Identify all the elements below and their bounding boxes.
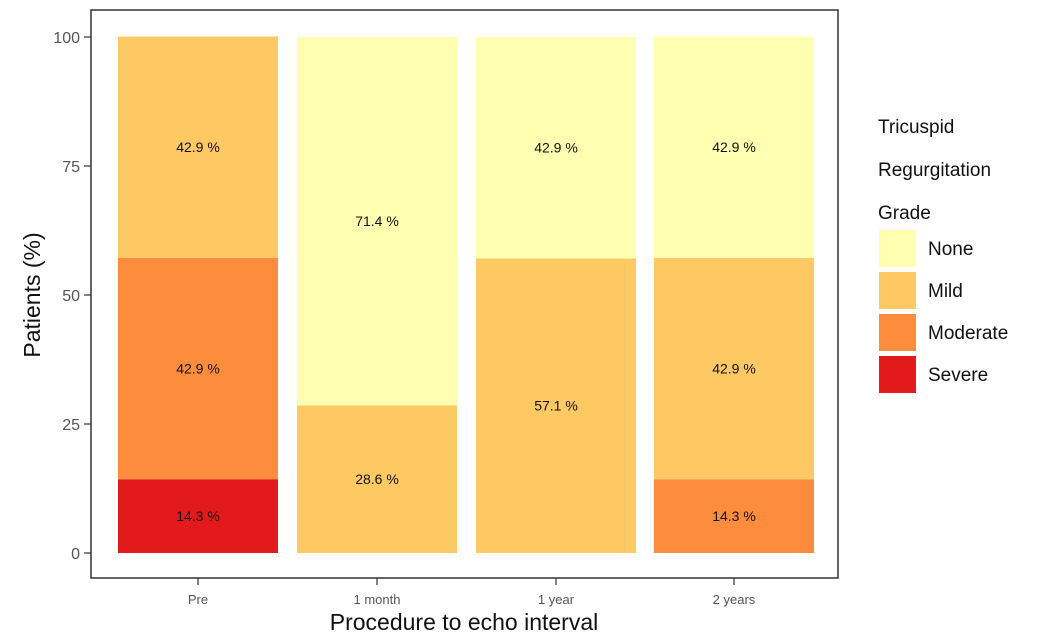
x-tick-label: 1 year (538, 592, 575, 607)
legend: Tricuspid Regurgitation Grade None Mild Moder… (878, 117, 1008, 393)
data-label: 14.3 % (712, 508, 756, 524)
data-label: 42.9 % (712, 361, 756, 377)
data-label: 71.4 % (355, 213, 399, 229)
x-tick-label: 2 years (713, 592, 756, 607)
data-label: 57.1 % (534, 398, 578, 414)
legend-title: Regurgitation (878, 160, 991, 181)
legend-label: None (928, 239, 973, 260)
legend-label: Mild (928, 281, 963, 302)
y-tick-label: 25 (62, 417, 80, 434)
y-axis-title: Patients (%) (19, 232, 45, 357)
data-label: 28.6 % (355, 471, 399, 487)
data-label: 14.3 % (176, 508, 220, 524)
legend-title: Tricuspid (878, 117, 954, 138)
x-tick-label: 1 month (354, 592, 401, 607)
data-label: 42.9 % (176, 139, 220, 155)
legend-swatch-none (879, 230, 916, 267)
data-label: 42.9 % (712, 139, 756, 155)
y-axis: 0 25 50 75 100 (53, 30, 91, 563)
legend-label: Moderate (928, 323, 1008, 344)
y-tick-label: 0 (71, 546, 80, 563)
x-axis-title: Procedure to echo interval (330, 609, 599, 633)
x-axis: Pre 1 month 1 year 2 years (188, 578, 756, 607)
y-tick-label: 100 (53, 30, 80, 47)
legend-swatch-severe (879, 356, 916, 393)
legend-label: Severe (928, 365, 988, 386)
data-label: 42.9 % (176, 361, 220, 377)
data-label: 42.9 % (534, 140, 578, 156)
y-tick-label: 75 (62, 159, 80, 176)
legend-swatch-mild (879, 272, 916, 309)
x-tick-label: Pre (188, 592, 208, 607)
legend-swatch-moderate (879, 314, 916, 351)
y-tick-label: 50 (62, 288, 80, 305)
legend-title: Grade (878, 203, 931, 224)
